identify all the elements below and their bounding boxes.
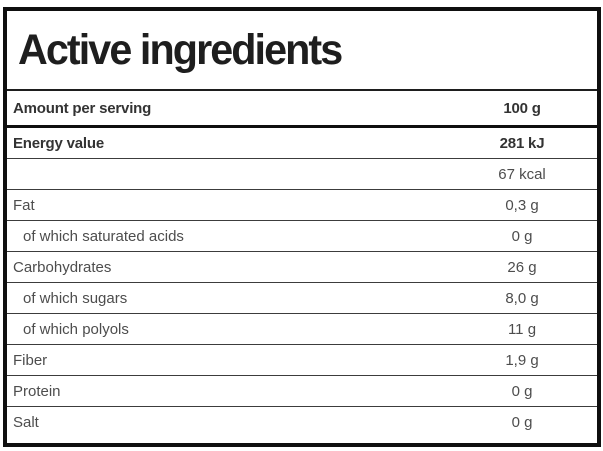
table-row: Protein 0 g [7, 376, 597, 407]
row-label: Fat [13, 196, 35, 214]
table-row: Energy value 281 kJ [7, 128, 597, 159]
table-row: 67 kcal [7, 159, 597, 190]
row-label: of which saturated acids [23, 227, 184, 245]
table-row: of which polyols 11 g [7, 314, 597, 345]
table-row: of which sugars 8,0 g [7, 283, 597, 314]
table-row: Fat 0,3 g [7, 190, 597, 221]
table-title-block: Active ingredients [7, 11, 597, 91]
page-title: Active ingredients [18, 25, 343, 74]
table-row: Fiber 1,9 g [7, 345, 597, 376]
row-label: of which polyols [23, 320, 129, 338]
header-value: 100 g [503, 99, 541, 117]
row-value: 0 g [511, 414, 533, 431]
table-body: Energy value 281 kJ 67 kcal Fat 0,3 g of… [7, 128, 597, 438]
row-value: 0 g [511, 382, 533, 400]
table-row: of which saturated acids 0 g [7, 221, 597, 252]
row-label: Salt [13, 414, 39, 431]
table-row: Carbohydrates 26 g [7, 252, 597, 283]
row-label: Energy value [13, 134, 104, 152]
row-label: of which sugars [23, 289, 128, 307]
row-value: 281 kJ [499, 134, 545, 152]
row-value: 1,9 g [505, 351, 539, 369]
row-value: 11 g [507, 320, 537, 338]
table-row: Salt 0 g [7, 407, 597, 438]
table-header-row: Amount per serving 100 g [7, 91, 597, 128]
row-value: 26 g [507, 258, 537, 276]
row-label: Fiber [13, 351, 48, 369]
row-label: Carbohydrates [13, 258, 112, 276]
row-value: 8,0 g [505, 289, 539, 307]
row-label: Protein [13, 382, 61, 400]
row-value: 0,3 g [505, 196, 539, 214]
header-label: Amount per serving [13, 99, 152, 117]
row-value: 67 kcal [498, 165, 546, 183]
row-value: 0 g [511, 227, 533, 245]
nutrition-facts-table: Active ingredients Amount per serving 10… [3, 7, 601, 447]
